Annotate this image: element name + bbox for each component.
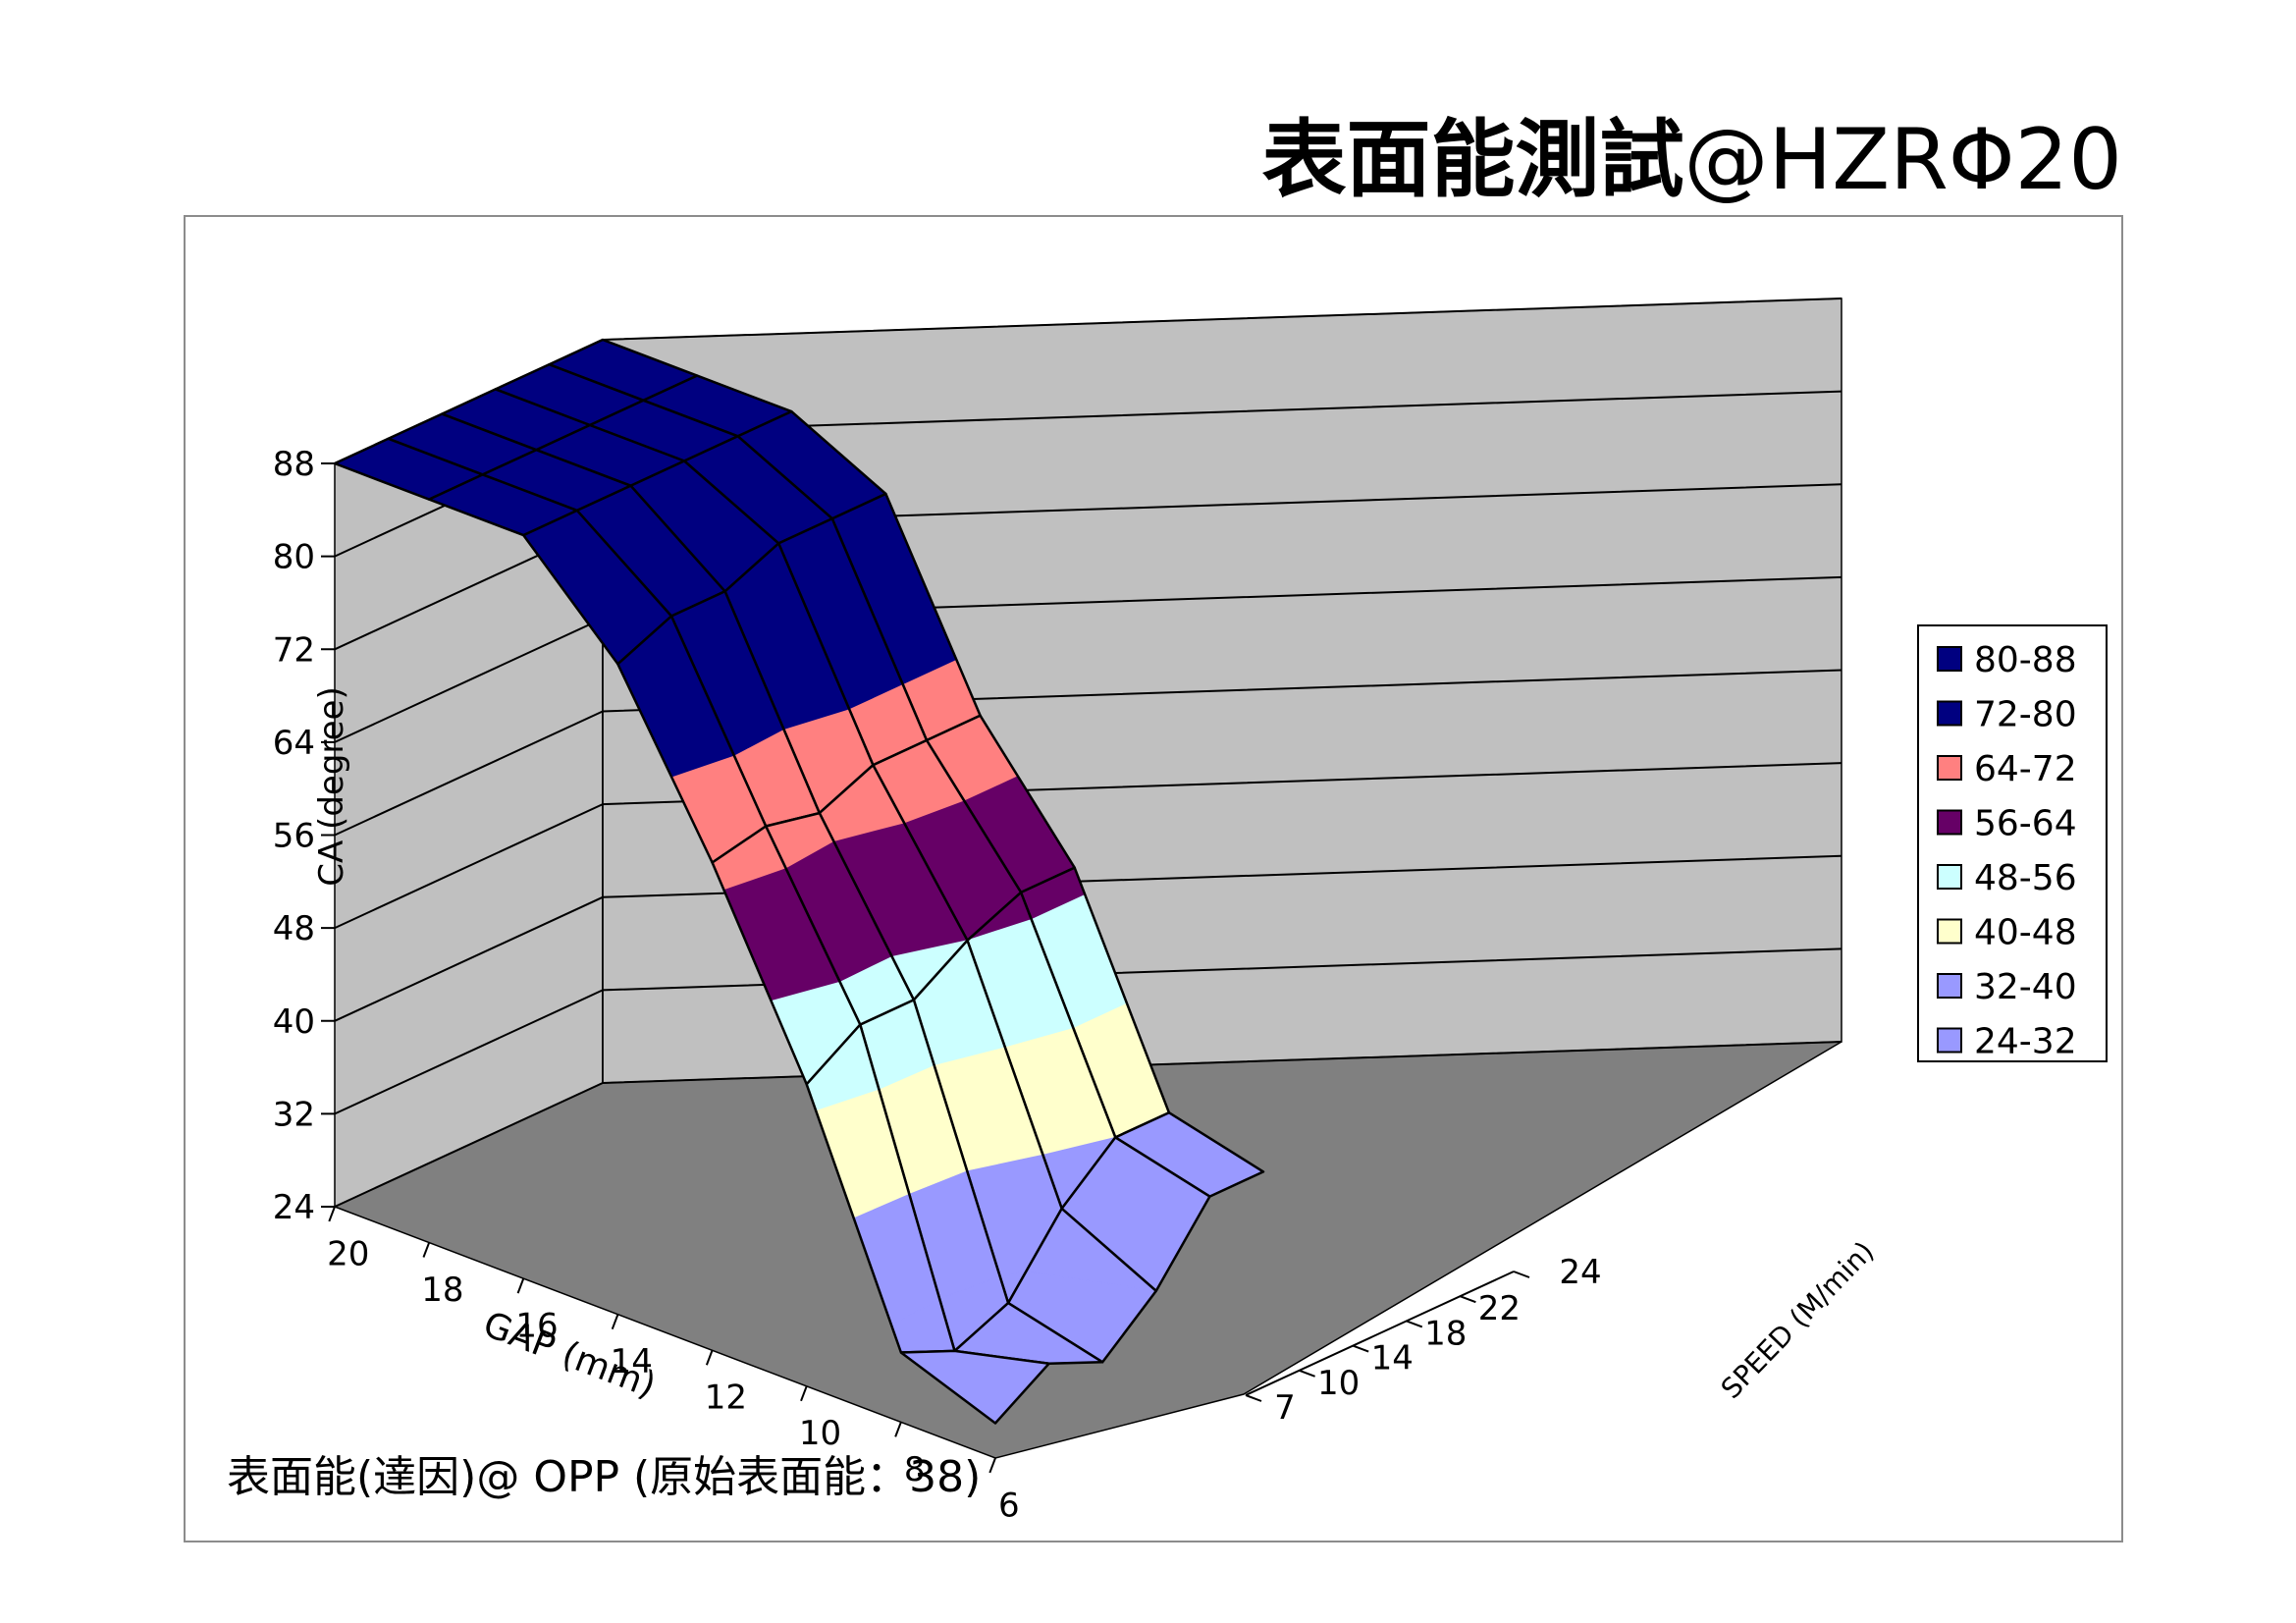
z-axis: 24 32 40 48 56 64 72 80 88 CA (degree): [273, 445, 351, 1227]
legend-swatch: [1937, 864, 1962, 890]
z-gridline: [334, 947, 1842, 1115]
z-tick-label: 48: [273, 909, 315, 948]
gap-tick-label: 10: [799, 1414, 841, 1453]
speed-tick: [1460, 1295, 1476, 1304]
z-gridline: [334, 1041, 1842, 1208]
gap-tick-label: 16: [515, 1307, 558, 1346]
legend-swatch: [1937, 700, 1962, 727]
title-main: 表面能測試: [1261, 111, 1684, 209]
speed-tick-label: 10: [1317, 1364, 1360, 1403]
chart-frame: 24 32 40 48 56 64 72 80 88 CA (degree) 20 18 16 14 12…: [184, 215, 2123, 1542]
z-gridline: [334, 854, 1842, 1022]
speed-tick: [1299, 1369, 1315, 1378]
gap-tick: [705, 1349, 714, 1366]
speed-tick: [1513, 1271, 1530, 1278]
gap-tick-label: 18: [421, 1271, 463, 1310]
legend-label: 80-88: [1974, 640, 2077, 680]
gap-tick-label: 14: [611, 1342, 653, 1381]
z-tick-label: 40: [273, 1002, 315, 1042]
speed-tick: [1406, 1320, 1423, 1328]
legend-swatch: [1937, 809, 1962, 836]
gap-tick-label: 6: [998, 1486, 1020, 1525]
legend-swatch: [1937, 646, 1962, 672]
z-gridline: [334, 762, 1842, 930]
speed-axis-title: SPEED (M/min): [1715, 1235, 1881, 1405]
speed-tick: [1245, 1394, 1262, 1402]
surface-cell-outline: [899, 1349, 1050, 1425]
legend-label: 72-80: [1974, 695, 2077, 735]
legend-label: 32-40: [1974, 967, 2077, 1007]
gap-tick: [894, 1422, 902, 1437]
legend-swatch: [1937, 973, 1962, 999]
speed-tick-label: 14: [1371, 1339, 1414, 1379]
gap-tick: [328, 1206, 336, 1222]
speed-tick-label: 24: [1559, 1253, 1601, 1292]
chart-note: 表面能(達因)@ OPP (原始表面能：38): [227, 1452, 981, 1502]
z-tick-label: 56: [273, 817, 315, 856]
gap-tick: [611, 1314, 619, 1330]
z-gridline: [334, 669, 1842, 837]
speed-tick-label: 18: [1424, 1314, 1467, 1353]
z-tick-label: 88: [273, 445, 315, 484]
gap-tick: [422, 1242, 431, 1258]
legend-swatch: [1937, 1027, 1962, 1054]
z-axis-title: CA (degree): [312, 686, 351, 887]
legend-label: 64-72: [1974, 749, 2077, 789]
legend-label: 48-56: [1974, 858, 2077, 898]
gap-tick: [516, 1277, 525, 1294]
gap-tick: [800, 1385, 808, 1402]
z-tick-label: 24: [273, 1188, 315, 1227]
speed-axis-line: [1245, 1271, 1515, 1396]
gap-tick-label: 8: [904, 1450, 926, 1489]
gap-tick-label: 12: [705, 1379, 747, 1418]
legend-swatch: [1937, 918, 1962, 945]
legend: 80-88 72-80 64-72 56-64 48-56 40-48 32-40 24-32: [1917, 624, 2108, 1062]
surface-plot: [333, 338, 1265, 1425]
z-tick-label: 80: [273, 538, 315, 577]
z-tick-label: 72: [273, 630, 315, 670]
speed-tick-label: 7: [1274, 1388, 1296, 1428]
speed-tick-label: 22: [1478, 1289, 1521, 1328]
surface-chart: 24 32 40 48 56 64 72 80 88 CA (degree) 20 18 16 14 12…: [227, 298, 2108, 1525]
legend-label: 40-48: [1974, 913, 2077, 953]
slide-title: 表面能測試@HZRΦ20: [982, 106, 2122, 214]
legend-swatch: [1937, 755, 1962, 781]
legend-label: 56-64: [1974, 804, 2077, 844]
title-sub: @HZRΦ20: [1683, 111, 2122, 209]
legend-label: 24-32: [1974, 1022, 2077, 1062]
gap-tick-label: 20: [327, 1234, 369, 1273]
speed-tick: [1352, 1344, 1369, 1353]
z-tick-label: 64: [273, 724, 315, 763]
gap-tick: [988, 1457, 996, 1474]
z-tick-label: 32: [273, 1095, 315, 1134]
